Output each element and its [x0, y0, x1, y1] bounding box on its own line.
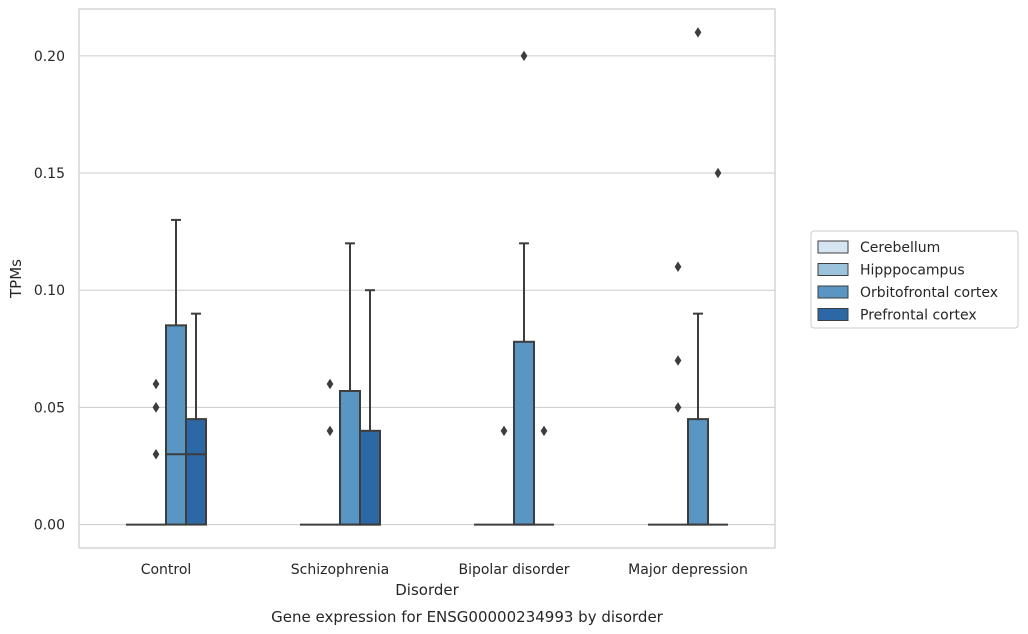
y-tick-label: 0.15 — [34, 166, 65, 182]
box-body — [185, 418, 207, 526]
outlier-point — [520, 50, 528, 62]
x-tick-label: Control — [141, 562, 192, 578]
y-tick-label: 0.05 — [34, 400, 65, 416]
outlier-point — [674, 261, 682, 273]
outlier-point — [694, 27, 702, 38]
box-3-3 — [708, 167, 728, 526]
box-1-3 — [359, 289, 381, 526]
box-2-1 — [494, 425, 514, 526]
y-tick-label: 0.20 — [34, 49, 65, 65]
legend-label: Orbitofrontal cortex — [860, 285, 998, 301]
outlier-point — [326, 425, 334, 437]
outlier-point — [326, 378, 334, 390]
y-axis-label: TPMs — [7, 259, 25, 299]
box-2-3 — [534, 425, 554, 526]
x-axis-label: Disorder — [395, 581, 459, 599]
legend-swatch — [817, 240, 849, 254]
outlier-point — [152, 449, 160, 460]
box-layer — [126, 27, 728, 526]
box-1-2 — [339, 242, 361, 526]
box-1-1 — [320, 378, 340, 526]
box-body — [359, 429, 381, 526]
outlier-point — [674, 402, 682, 413]
y-tick-label: 0.10 — [34, 283, 65, 299]
outlier-point — [674, 355, 682, 366]
outlier-point — [714, 167, 722, 179]
box-body — [165, 324, 187, 526]
box-0-3 — [185, 312, 207, 526]
x-tick-label: Bipolar disorder — [458, 562, 569, 578]
legend-swatch — [817, 285, 849, 299]
legend-frame — [810, 230, 1019, 329]
box-0-2 — [165, 218, 187, 526]
x-tick-label: Major depression — [628, 562, 748, 578]
x-tick-label: Schizophrenia — [291, 562, 389, 578]
outlier-point — [152, 402, 160, 413]
outlier-point — [500, 425, 508, 437]
y-tick-label: 0.00 — [34, 518, 65, 534]
box-body — [339, 389, 361, 526]
box-2-2 — [513, 50, 535, 526]
legend-label: Prefrontal cortex — [860, 308, 977, 324]
outlier-point — [540, 425, 548, 437]
box-body — [687, 418, 709, 526]
box-3-2 — [687, 27, 709, 526]
outlier-point — [152, 378, 160, 390]
box-body — [513, 340, 535, 526]
legend: Cerebellum Hipppocampus Orbitofrontal cort… — [810, 230, 1019, 329]
legend-label: Hipppocampus — [860, 263, 965, 279]
legend-label: Cerebellum — [860, 240, 940, 256]
chart-caption: Gene expression for ENSG00000234993 by d… — [271, 608, 664, 626]
axis-layer: 0.00 0.05 0.10 0.15 0.20 Control Schizophrenia… — [7, 49, 748, 626]
legend-swatch — [817, 308, 849, 321]
legend-swatch — [817, 263, 849, 276]
